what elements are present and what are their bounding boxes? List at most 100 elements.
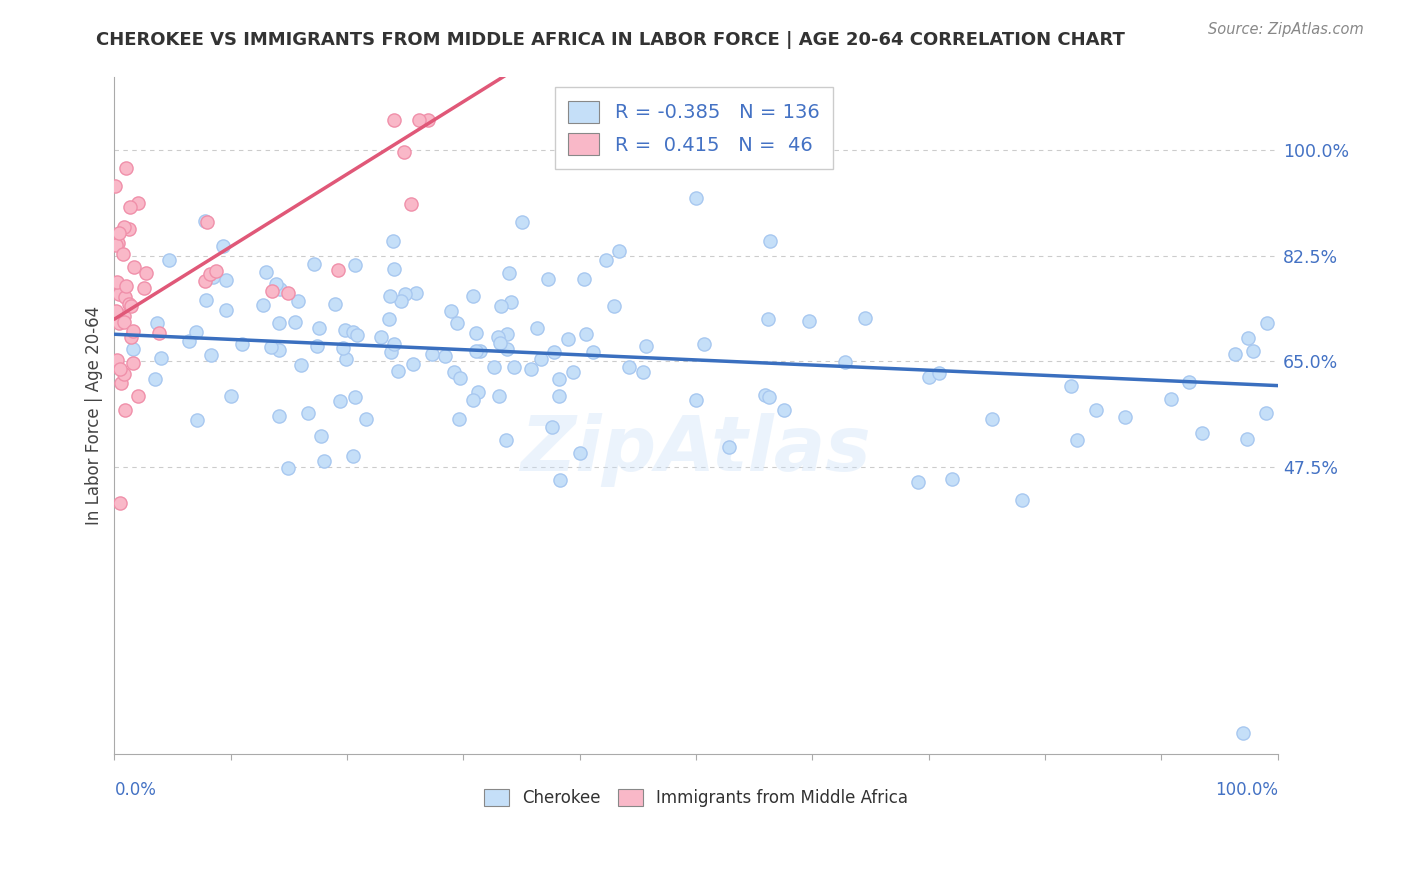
- Point: [114, 279, 136, 293]
- Point: [548, 473, 571, 487]
- Point: [122, 260, 145, 275]
- Point: [193, 214, 215, 228]
- Point: [370, 330, 392, 344]
- Point: [510, 215, 533, 229]
- Point: [308, 320, 330, 334]
- Point: [408, 112, 430, 127]
- Point: [446, 316, 468, 330]
- Point: [581, 345, 603, 359]
- Point: [277, 285, 299, 300]
- Point: [344, 390, 367, 404]
- Point: [461, 392, 484, 407]
- Point: [1256, 316, 1278, 330]
- Point: [260, 340, 283, 354]
- Point: [758, 390, 780, 404]
- Point: [530, 352, 553, 367]
- Text: 0.0%: 0.0%: [114, 781, 156, 799]
- Point: [105, 237, 128, 252]
- Point: [543, 345, 565, 359]
- Point: [416, 112, 439, 127]
- Point: [290, 358, 312, 372]
- Point: [434, 349, 457, 363]
- Point: [387, 364, 409, 378]
- Point: [405, 286, 427, 301]
- Point: [617, 359, 640, 374]
- Point: [134, 281, 156, 295]
- Point: [394, 287, 416, 301]
- Point: [1178, 375, 1201, 389]
- Point: [1256, 406, 1278, 420]
- Point: [467, 385, 489, 400]
- Point: [122, 342, 145, 356]
- Point: [382, 112, 405, 127]
- Point: [1237, 330, 1260, 344]
- Point: [215, 273, 238, 287]
- Point: [378, 311, 401, 326]
- Point: [114, 290, 136, 304]
- Point: [928, 366, 950, 380]
- Point: [262, 284, 284, 298]
- Point: [463, 289, 485, 303]
- Point: [107, 236, 129, 251]
- Point: [302, 257, 325, 271]
- Point: [502, 359, 524, 374]
- Point: [267, 343, 290, 357]
- Point: [194, 274, 217, 288]
- Point: [184, 325, 207, 339]
- Point: [252, 298, 274, 312]
- Point: [1114, 409, 1136, 424]
- Point: [107, 317, 129, 331]
- Point: [111, 247, 134, 261]
- Point: [284, 314, 307, 328]
- Point: [205, 263, 228, 277]
- Point: [468, 344, 491, 359]
- Point: [200, 348, 222, 362]
- Legend: Cherokee, Immigrants from Middle Africa: Cherokee, Immigrants from Middle Africa: [478, 782, 915, 814]
- Point: [447, 412, 470, 426]
- Point: [332, 341, 354, 355]
- Point: [685, 392, 707, 407]
- Point: [685, 191, 707, 205]
- Text: Source: ZipAtlas.com: Source: ZipAtlas.com: [1208, 22, 1364, 37]
- Point: [633, 365, 655, 379]
- Point: [772, 403, 794, 417]
- Point: [105, 353, 128, 368]
- Point: [110, 376, 132, 390]
- Point: [231, 337, 253, 351]
- Point: [574, 272, 596, 286]
- Point: [634, 339, 657, 353]
- Point: [110, 496, 132, 510]
- Point: [569, 446, 592, 460]
- Point: [607, 244, 630, 258]
- Point: [382, 235, 405, 249]
- Point: [718, 440, 741, 454]
- Point: [212, 239, 235, 253]
- Point: [595, 253, 617, 268]
- Point: [135, 266, 157, 280]
- Point: [561, 365, 583, 379]
- Point: [145, 316, 167, 330]
- Point: [112, 219, 135, 234]
- Point: [907, 475, 929, 490]
- Point: [120, 200, 142, 214]
- Point: [112, 367, 135, 381]
- Point: [104, 304, 127, 318]
- Point: [482, 359, 505, 374]
- Point: [215, 302, 238, 317]
- Point: [120, 329, 142, 343]
- Point: [496, 342, 519, 356]
- Point: [1223, 347, 1246, 361]
- Point: [489, 299, 512, 313]
- Point: [120, 299, 142, 313]
- Point: [254, 265, 277, 279]
- Point: [105, 275, 128, 289]
- Point: [107, 227, 129, 241]
- Point: [122, 324, 145, 338]
- Point: [759, 234, 782, 248]
- Point: [267, 409, 290, 424]
- Point: [312, 454, 335, 468]
- Point: [335, 351, 357, 366]
- Point: [307, 339, 329, 353]
- Point: [389, 294, 412, 309]
- Point: [1160, 392, 1182, 406]
